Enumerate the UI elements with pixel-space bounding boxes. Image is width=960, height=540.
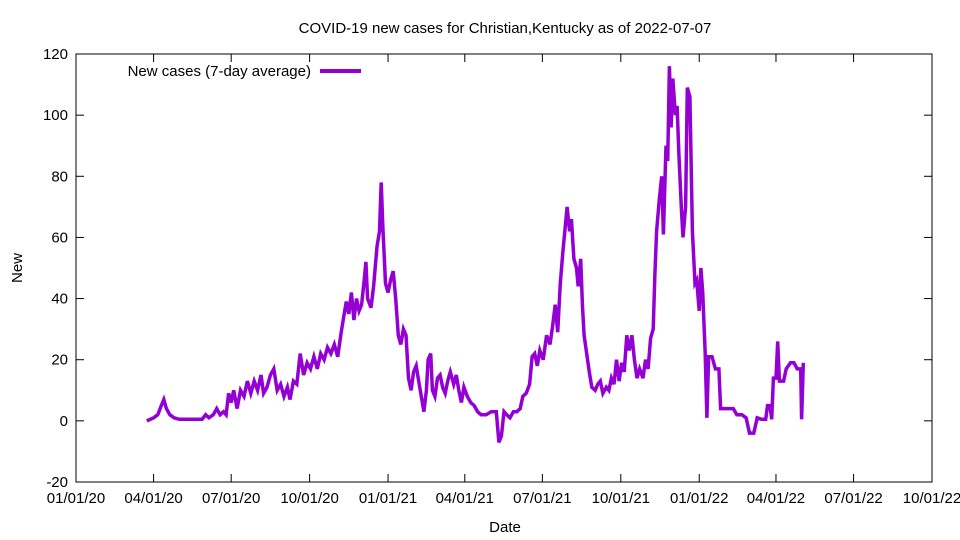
x-axis: 01/01/20 04/01/20 07/01/20 10/01/20 01/01/21… bbox=[47, 54, 960, 507]
series-line bbox=[146, 66, 806, 443]
y-axis: -20 0 20 40 60 80 100 120 bbox=[43, 46, 932, 491]
x-tick-label: 01/01/20 bbox=[47, 490, 105, 507]
y-tick-label: 60 bbox=[51, 229, 68, 246]
legend-label: New cases (7-day average) bbox=[128, 63, 311, 80]
y-tick-label: 0 bbox=[60, 413, 68, 430]
y-tick-label: 100 bbox=[43, 107, 68, 124]
x-tick-label: 01/01/22 bbox=[670, 490, 728, 507]
y-tick-label: 80 bbox=[51, 168, 68, 185]
plot-frame bbox=[75, 53, 933, 483]
x-tick-label: 07/01/20 bbox=[202, 490, 260, 507]
x-tick-label: 07/01/21 bbox=[513, 490, 571, 507]
x-tick-label: 04/01/22 bbox=[747, 490, 805, 507]
y-tick-label: -20 bbox=[46, 474, 68, 491]
y-axis-label: New bbox=[9, 253, 26, 283]
x-axis-label: Date bbox=[489, 519, 521, 536]
y-tick-label: 40 bbox=[51, 291, 68, 308]
x-tick-label: 04/01/20 bbox=[124, 490, 182, 507]
series-layer bbox=[146, 66, 806, 443]
x-tick-label: 10/01/21 bbox=[592, 490, 650, 507]
y-tick-label: 20 bbox=[51, 352, 68, 369]
y-tick-label: 120 bbox=[43, 46, 68, 63]
x-tick-label: 04/01/21 bbox=[436, 490, 494, 507]
x-tick-label: 10/01/22 bbox=[903, 490, 960, 507]
legend: New cases (7-day average) bbox=[128, 63, 361, 80]
x-tick-label: 01/01/21 bbox=[359, 490, 417, 507]
chart-title: COVID-19 new cases for Christian,Kentuck… bbox=[299, 20, 712, 37]
x-tick-label: 10/01/20 bbox=[280, 490, 338, 507]
x-tick-label: 07/01/22 bbox=[824, 490, 882, 507]
